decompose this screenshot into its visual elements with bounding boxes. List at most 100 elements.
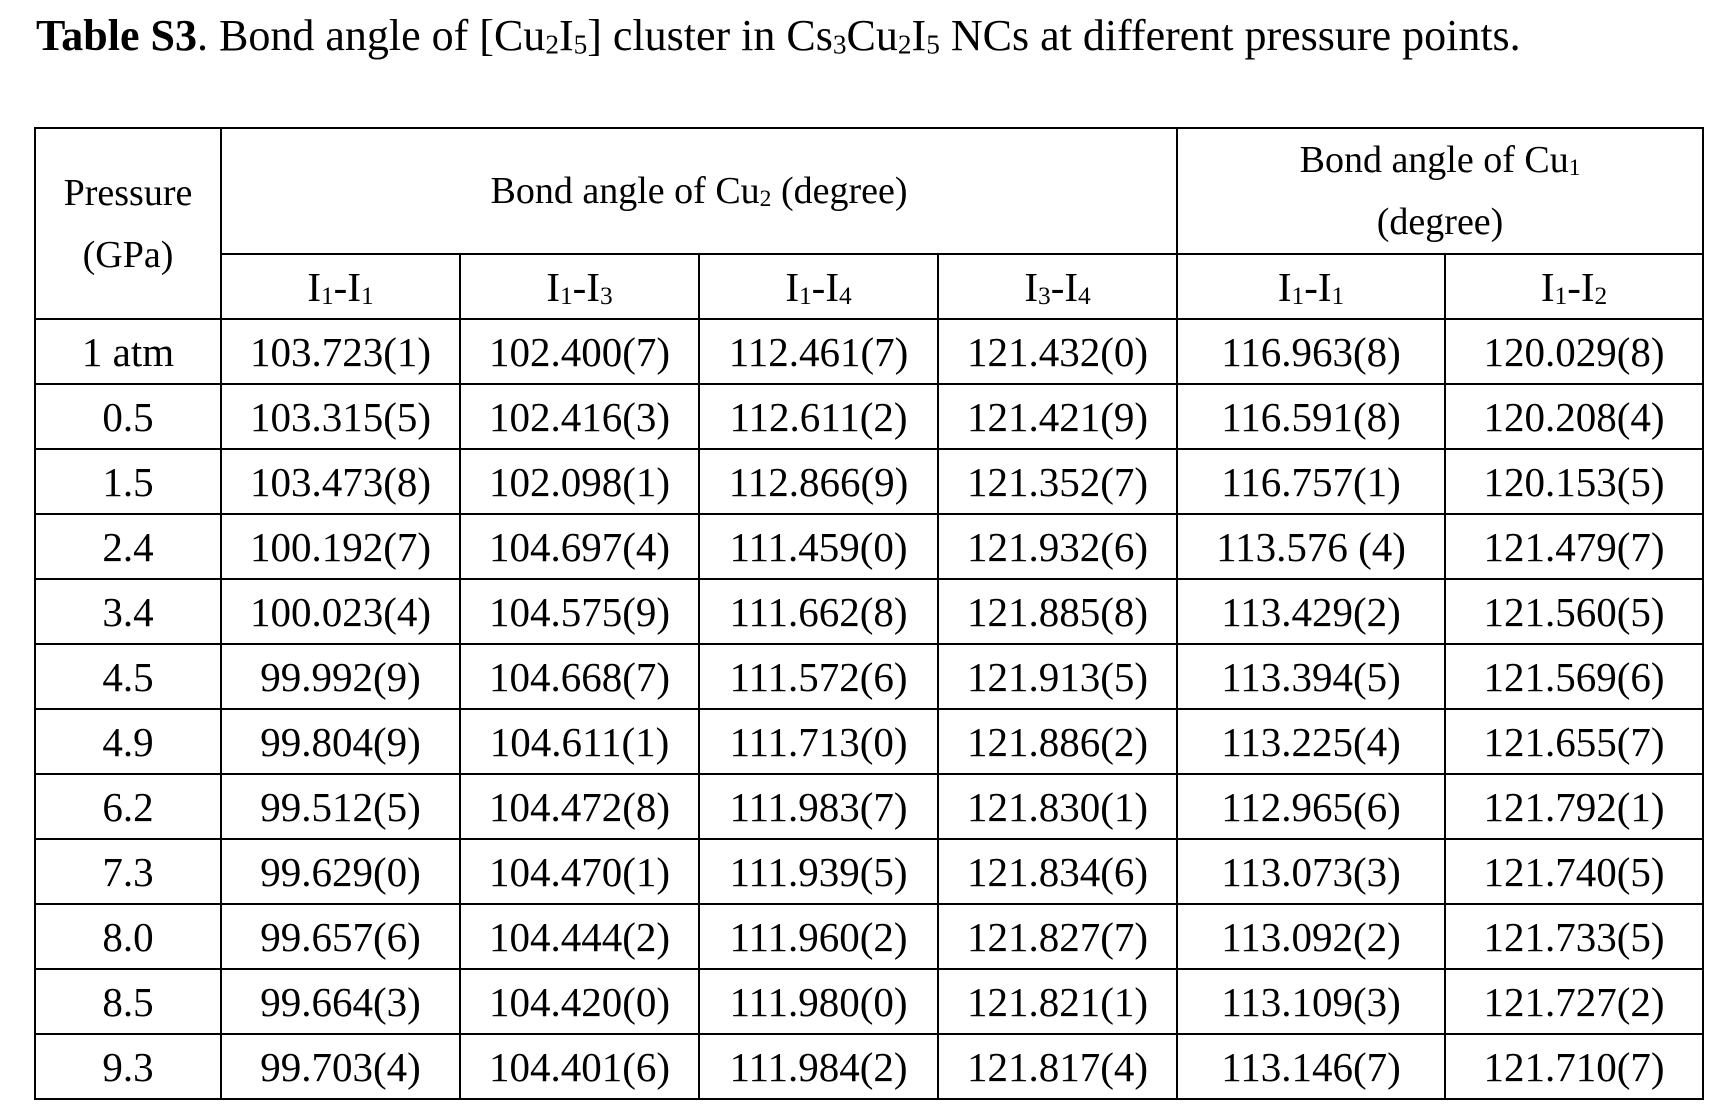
cu1-group-text: Bond angle of Cu — [1299, 139, 1569, 181]
angle-cell: 100.023(4) — [220, 578, 461, 645]
angle-cell: 111.939(5) — [698, 838, 939, 905]
angle-cell: 121.830(1) — [936, 773, 1179, 840]
cu1-group-unit: (degree) — [1376, 201, 1504, 243]
pressure-cell: 4.9 — [34, 708, 222, 775]
subcolumn-subscript: 1 — [360, 281, 374, 310]
angle-cell: 116.757(1) — [1176, 448, 1447, 515]
angle-cell: 112.461(7) — [698, 318, 939, 385]
caption-subscript: 5 — [926, 29, 940, 60]
table-row: 4.9 99.804(9) 104.611(1) 111.713(0) 121.886(… — [34, 708, 1705, 775]
angle-cell: 99.804(9) — [220, 708, 461, 775]
pressure-header-line1: Pressure — [63, 171, 193, 214]
angle-cell: 121.913(5) — [936, 643, 1179, 710]
pressure-cell: 3.4 — [34, 578, 222, 645]
angle-cell: 99.992(9) — [220, 643, 461, 710]
angle-cell: 104.444(2) — [459, 903, 700, 970]
angle-cell: 104.575(9) — [459, 578, 700, 645]
angle-cell: 121.834(6) — [936, 838, 1179, 905]
angle-cell: 99.703(4) — [220, 1033, 461, 1100]
angle-cell: 121.710(7) — [1444, 1033, 1705, 1100]
cu2-group-header: Bond angle of Cu2 (degree) — [219, 127, 1179, 255]
angle-cell: 102.400(7) — [459, 318, 700, 385]
angle-cell: 100.192(7) — [220, 513, 461, 580]
angle-cell: 113.394(5) — [1176, 643, 1447, 710]
subcolumn-text: -I — [1050, 263, 1078, 310]
subcolumn-text: I — [785, 263, 799, 310]
angle-cell: 121.655(7) — [1444, 708, 1705, 775]
angle-cell: 121.885(8) — [936, 578, 1179, 645]
subcolumn-subscript: 1 — [798, 281, 812, 310]
table-row: 8.0 99.657(6) 104.444(2) 111.960(2) 121.827(… — [34, 903, 1705, 970]
caption-text: ] cluster in Cs — [587, 11, 833, 60]
subcolumn-subscript: 3 — [599, 281, 613, 310]
pressure-cell: 9.3 — [34, 1033, 222, 1100]
angle-cell: 112.866(9) — [698, 448, 939, 515]
angle-cell: 112.611(2) — [698, 383, 939, 450]
subcolumn-text: I — [1024, 263, 1038, 310]
angle-cell: 104.472(8) — [459, 773, 700, 840]
angle-cell: 103.315(5) — [220, 383, 461, 450]
cu2-group-subscript: 2 — [759, 185, 772, 212]
angle-cell: 112.965(6) — [1176, 773, 1447, 840]
table-row: 7.3 99.629(0) 104.470(1) 111.939(5) 121.834(… — [34, 838, 1705, 905]
angle-cell: 121.560(5) — [1444, 578, 1705, 645]
angle-cell: 102.416(3) — [459, 383, 700, 450]
angle-cell: 113.092(2) — [1176, 903, 1447, 970]
table-row: 4.5 99.992(9) 104.668(7) 111.572(6) 121.913(… — [34, 643, 1705, 710]
cu1-group-subscript: 1 — [1568, 154, 1581, 181]
subcolumn-subscript: 1 — [559, 281, 573, 310]
subcolumn-subscript: 1 — [1554, 281, 1568, 310]
angle-cell: 120.208(4) — [1444, 383, 1705, 450]
subcolumn-text: -I — [1304, 263, 1332, 310]
angle-cell: 121.821(1) — [936, 968, 1179, 1035]
cu2-group-unit: (degree) — [771, 170, 908, 212]
table-label: Table S3 — [36, 11, 198, 60]
angle-cell: 121.740(5) — [1444, 838, 1705, 905]
angle-cell: 111.459(0) — [698, 513, 939, 580]
pressure-cell: 6.2 — [34, 773, 222, 840]
pressure-header: Pressure (GPa) — [34, 127, 222, 320]
subcolumn-subscript: 3 — [1037, 281, 1051, 310]
angle-cell: 111.572(6) — [698, 643, 939, 710]
angle-cell: 104.668(7) — [459, 643, 700, 710]
angle-cell: 111.713(0) — [698, 708, 939, 775]
subcolumn-header: I1-I4 — [698, 253, 939, 320]
subcolumn-text: I — [1277, 263, 1292, 310]
caption-text: Cu — [846, 11, 898, 60]
subcolumn-header: I1-I1 — [220, 253, 461, 320]
angle-cell: 113.225(4) — [1176, 708, 1447, 775]
angle-cell: 104.697(4) — [459, 513, 700, 580]
angle-cell: 121.479(7) — [1444, 513, 1705, 580]
pressure-cell: 2.4 — [34, 513, 222, 580]
caption-subscript: 2 — [897, 29, 912, 60]
table-row: 0.5 103.315(5) 102.416(3) 112.611(2) 121.421… — [34, 383, 1705, 450]
angle-cell: 111.984(2) — [698, 1033, 939, 1100]
angle-cell: 121.886(2) — [936, 708, 1179, 775]
angle-cell: 121.352(7) — [936, 448, 1179, 515]
bond-angle-table: Pressure (GPa) Bond angle of Cu2 (degree)… — [34, 127, 1705, 1100]
pressure-cell: 8.0 — [34, 903, 222, 970]
angle-cell: 99.629(0) — [220, 838, 461, 905]
subcolumn-text: I — [546, 263, 560, 310]
subheader-row: I1-I1 I1-I3 I1-I4 I3-I4 I1-I1 I1-I2 — [35, 253, 1705, 320]
subcolumn-subscript: 4 — [1078, 281, 1091, 310]
angle-cell: 121.827(7) — [936, 903, 1179, 970]
subcolumn-subscript: 1 — [320, 281, 334, 310]
angle-cell: 121.733(5) — [1444, 903, 1705, 970]
angle-cell: 111.662(8) — [698, 578, 939, 645]
angle-cell: 104.611(1) — [459, 708, 700, 775]
subcolumn-text: -I — [811, 263, 839, 310]
angle-cell: 102.098(1) — [459, 448, 700, 515]
angle-cell: 121.421(9) — [936, 383, 1179, 450]
angle-cell: 111.983(7) — [698, 773, 939, 840]
angle-cell: 113.073(3) — [1176, 838, 1447, 905]
angle-cell: 121.432(0) — [936, 318, 1179, 385]
table-row: 2.4 100.192(7) 104.697(4) 111.459(0) 121.932… — [34, 513, 1705, 580]
subcolumn-header: I1-I2 — [1444, 253, 1705, 320]
angle-cell: 111.980(0) — [698, 968, 939, 1035]
angle-cell: 99.657(6) — [220, 903, 461, 970]
angle-cell: 121.817(4) — [936, 1033, 1179, 1100]
angle-cell: 104.401(6) — [459, 1033, 700, 1100]
pressure-cell: 4.5 — [34, 643, 222, 710]
subcolumn-text: I — [307, 263, 321, 310]
